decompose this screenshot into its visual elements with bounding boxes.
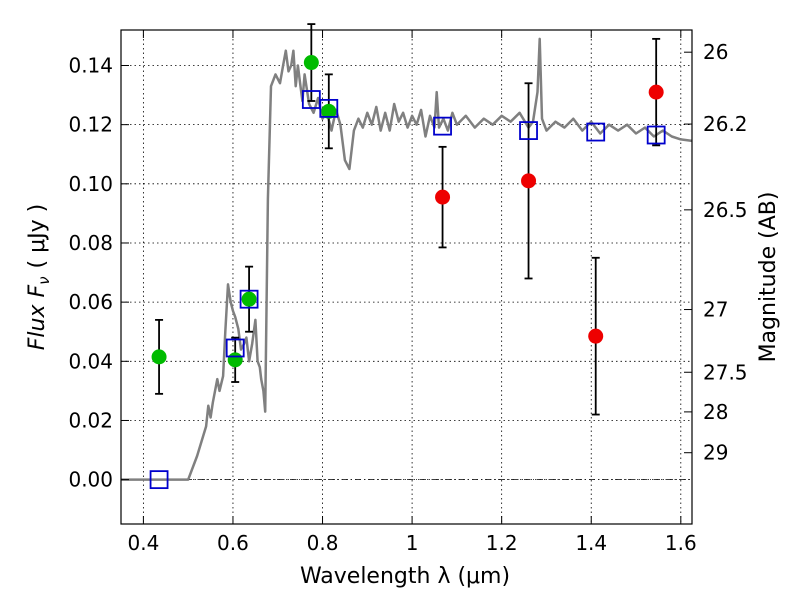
y-axis-label-main: Flux F	[25, 285, 50, 351]
model-spectrum-line	[121, 37, 693, 481]
data-markers	[149, 55, 666, 490]
green-point	[303, 55, 319, 71]
blue-square-point	[646, 125, 666, 145]
red-point	[435, 189, 451, 205]
magnitude-axis-label: Magnitude (AB)	[756, 192, 781, 363]
blue-square-point	[319, 98, 339, 118]
blue-square-point	[149, 470, 169, 490]
blue-square-point	[433, 116, 452, 136]
magnitude-tick-label: 29	[703, 441, 728, 465]
red-point	[521, 173, 537, 189]
y-tick-label: 0.00	[68, 468, 113, 492]
x-axis-ticks: 0.4 0.6 0.8 1 1.2 1.4 1.6	[127, 30, 697, 555]
y-axis-ticks: 0.00 0.02 0.04 0.06 0.08 0.10 0.12 0.14	[68, 53, 129, 492]
green-point	[227, 352, 243, 368]
blue-square-point	[586, 122, 606, 142]
blue-square-point	[239, 289, 259, 309]
x-axis-label: Wavelength λ (μm)	[300, 564, 510, 589]
red-point	[648, 84, 664, 100]
magnitude-tick-label: 27.5	[703, 360, 748, 384]
magnitude-tick-label: 26.2	[703, 112, 748, 136]
blue-square-point	[225, 338, 245, 358]
magnitude-tick-label: 26	[703, 40, 728, 64]
y-axis-label: Flux Fν ( μJy )	[25, 204, 53, 350]
y-tick-label: 0.12	[68, 113, 113, 137]
x-tick-label: 1.6	[665, 531, 697, 555]
x-tick-label: 1.2	[486, 531, 518, 555]
green-point	[151, 349, 167, 365]
red-point	[588, 328, 604, 344]
magnitude-tick-label: 27	[703, 298, 728, 322]
green-point	[321, 103, 337, 119]
y-axis-label-unit: ( μJy )	[25, 204, 50, 269]
y-tick-label: 0.08	[68, 231, 113, 255]
grid	[121, 30, 692, 524]
y-axis-label-sub: ν	[35, 276, 53, 284]
y-tick-label: 0.14	[68, 53, 113, 77]
y-tick-label: 0.06	[68, 290, 113, 314]
magnitude-axis-ticks: 26 26.2 26.5 27 27.5 28 29	[684, 40, 748, 465]
blue-square-point	[519, 121, 538, 140]
error-bars	[155, 23, 661, 416]
y-tick-label: 0.10	[68, 172, 113, 196]
y-tick-label: 0.04	[68, 349, 113, 373]
x-tick-label: 0.6	[217, 531, 249, 555]
plot-frame	[120, 29, 693, 525]
magnitude-tick-label: 26.5	[703, 198, 748, 222]
x-tick-label: 1.4	[575, 531, 607, 555]
green-point	[241, 291, 257, 307]
x-tick-label: 0.4	[127, 531, 159, 555]
y-tick-label: 0.02	[68, 408, 113, 432]
x-tick-label: 1	[406, 531, 419, 555]
x-tick-label: 0.8	[307, 531, 339, 555]
model-spectrum	[121, 37, 693, 481]
magnitude-tick-label: 28	[703, 400, 728, 424]
